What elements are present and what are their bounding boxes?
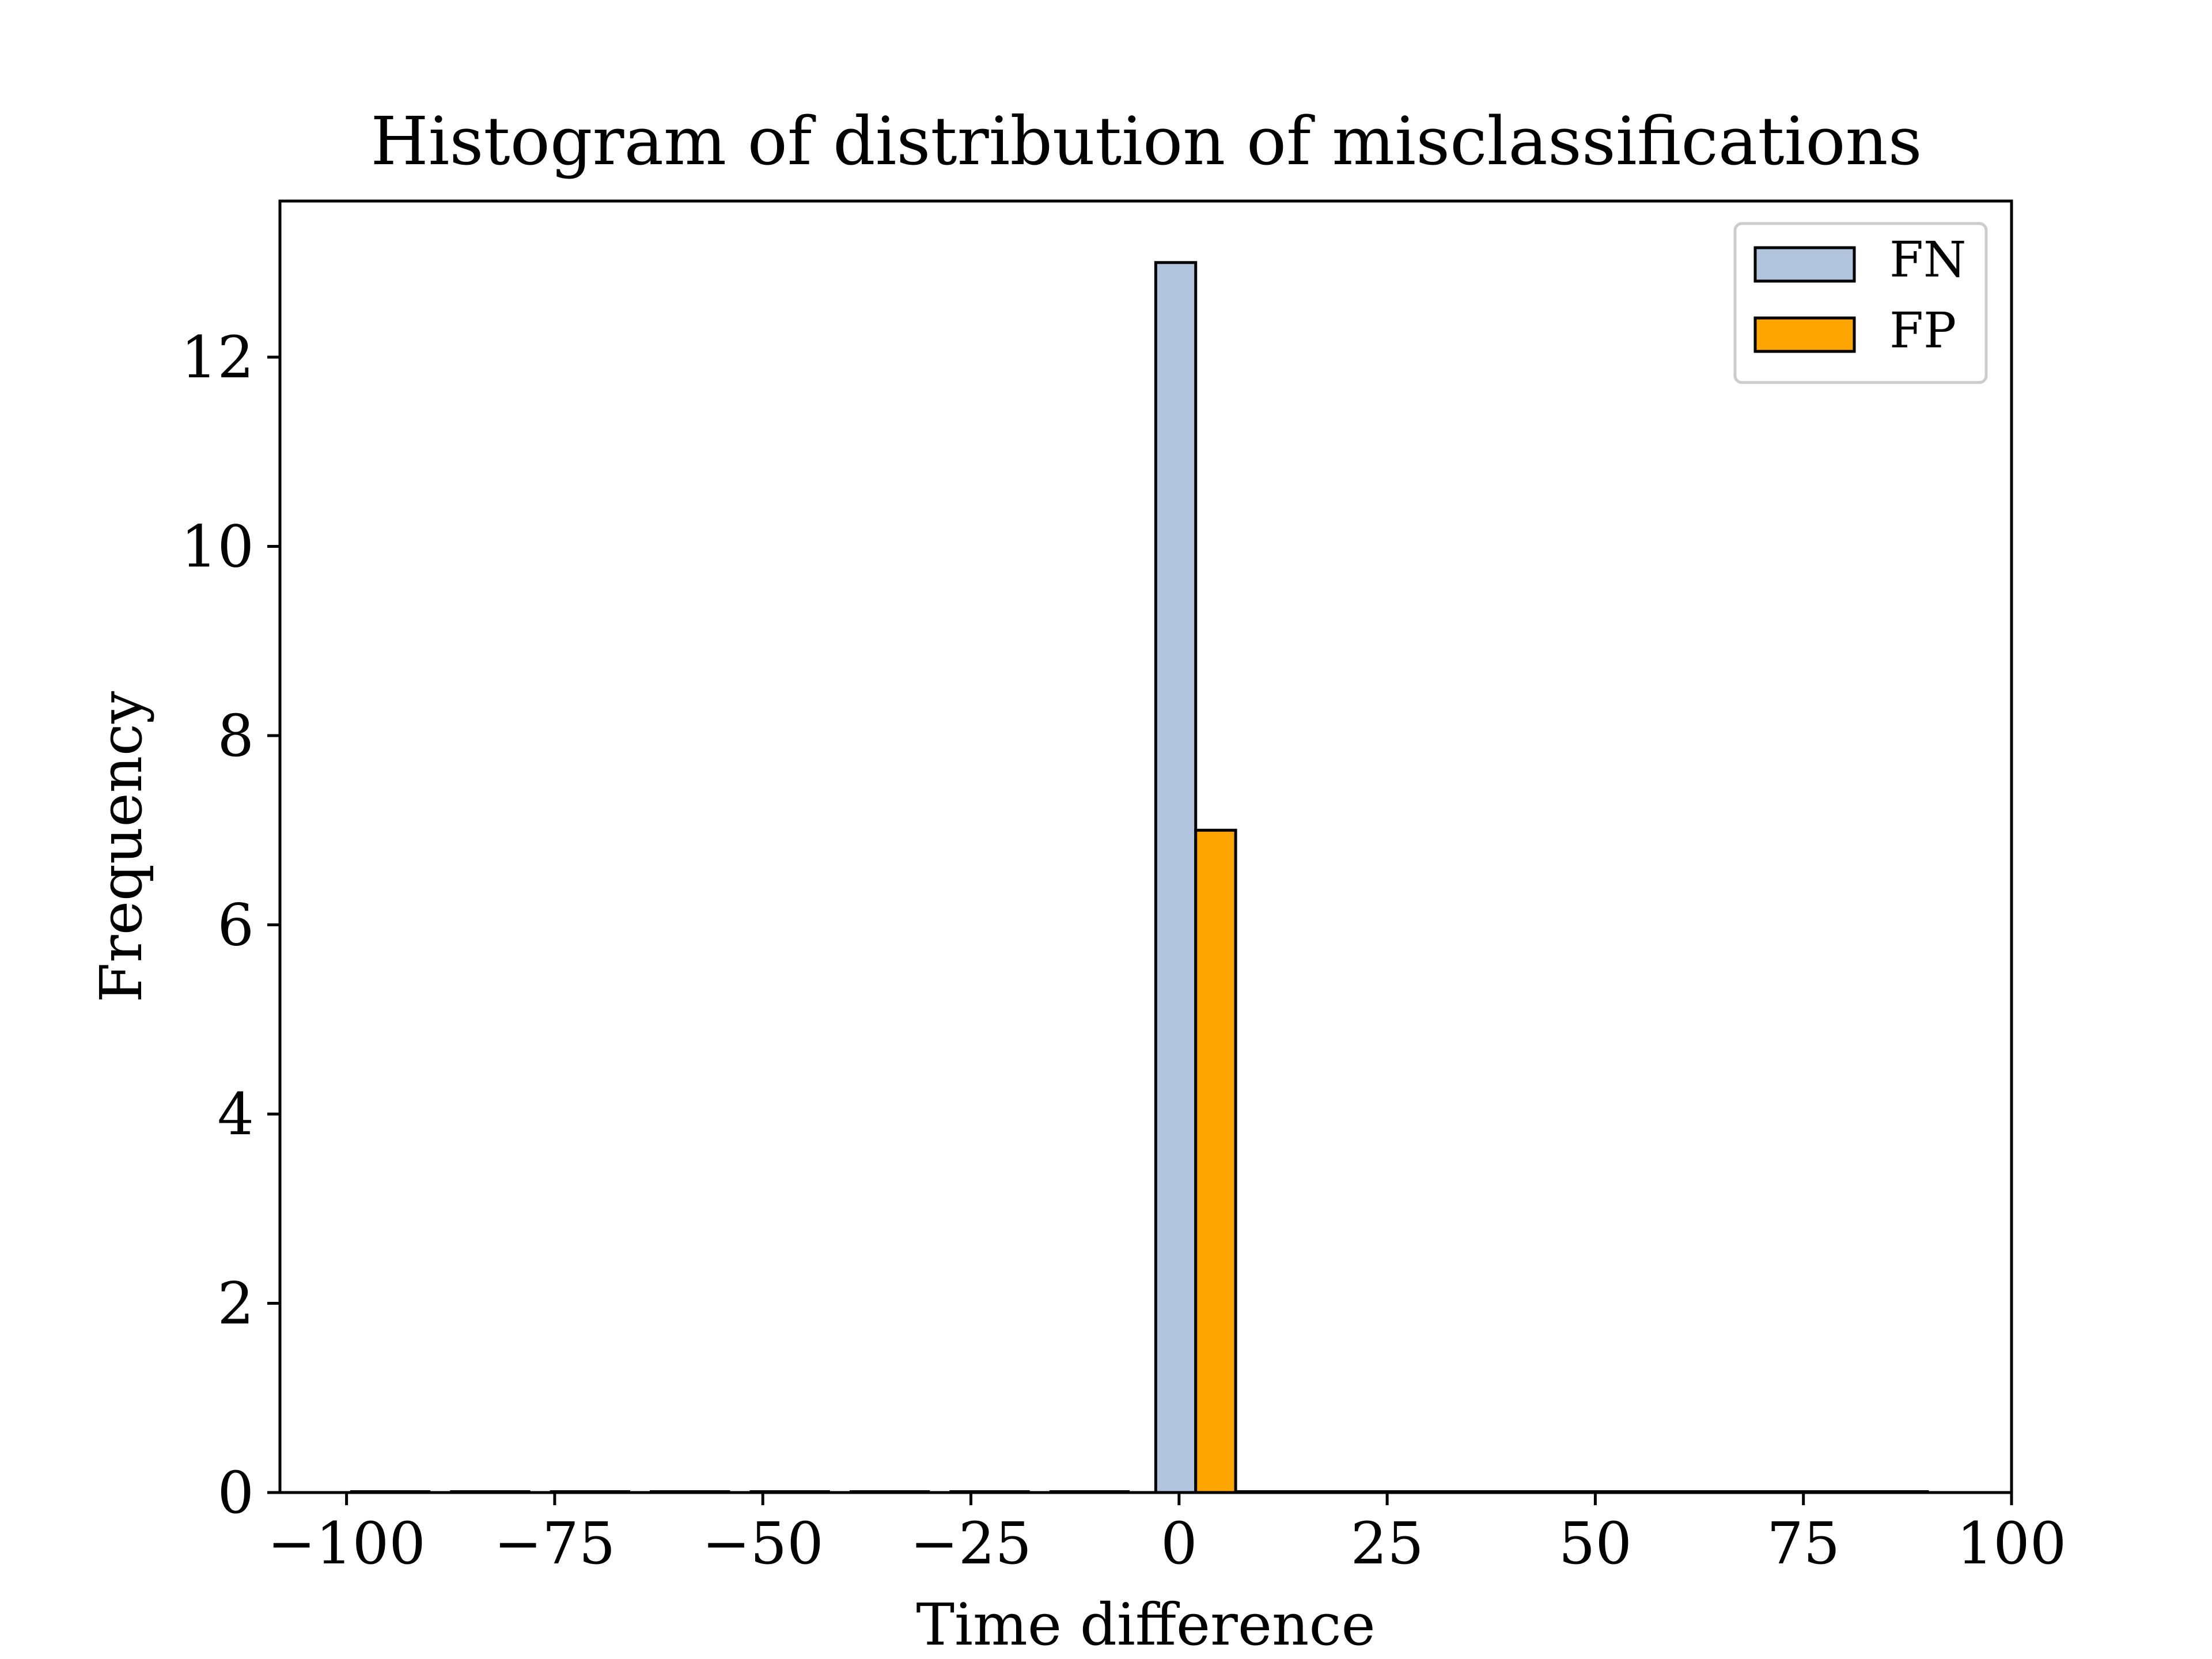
x-tick-label: 50 bbox=[1559, 1510, 1632, 1577]
legend-swatch-fp bbox=[1753, 316, 1856, 353]
bar-fn-8 bbox=[1154, 261, 1198, 1494]
x-tick-label: −75 bbox=[494, 1510, 615, 1577]
y-tick-label: 6 bbox=[217, 892, 254, 959]
x-tick-label: 100 bbox=[1957, 1510, 2067, 1577]
y-tick-label: 0 bbox=[217, 1459, 254, 1527]
bars-group bbox=[350, 261, 1929, 1494]
x-tick-label: 0 bbox=[1161, 1510, 1198, 1577]
y-axis-label: Frequency bbox=[88, 691, 155, 1002]
x-tick-label: −50 bbox=[702, 1510, 824, 1577]
y-tick-label: 8 bbox=[217, 702, 254, 770]
x-tick-label: 75 bbox=[1767, 1510, 1840, 1577]
legend-label-fp: FP bbox=[1889, 302, 1956, 359]
x-tick-label: −100 bbox=[267, 1510, 426, 1577]
y-tick-label: 12 bbox=[181, 324, 254, 391]
plot-area bbox=[280, 201, 2012, 1493]
y-tick-label: 4 bbox=[217, 1081, 254, 1148]
x-tick-label: 25 bbox=[1350, 1510, 1423, 1577]
y-tick-label: 2 bbox=[217, 1270, 254, 1338]
x-axis-ticks: −100 −75 −50 −25 0 25 50 75 100 bbox=[267, 1493, 2066, 1577]
bar-fp-0 bbox=[1194, 828, 1237, 1494]
legend-swatch-fn bbox=[1753, 246, 1856, 283]
plot-frame bbox=[278, 199, 2013, 1494]
x-axis-label: Time difference bbox=[916, 1591, 1375, 1658]
x-tick-label: −25 bbox=[910, 1510, 1032, 1577]
legend: FN FP bbox=[1733, 222, 1988, 384]
legend-label-fn: FN bbox=[1889, 232, 1966, 289]
y-tick-label: 10 bbox=[181, 513, 254, 581]
y-axis-ticks: 0 2 4 6 8 10 12 bbox=[181, 324, 280, 1527]
chart-title: Histogram of distribution of misclassifi… bbox=[370, 103, 1922, 180]
